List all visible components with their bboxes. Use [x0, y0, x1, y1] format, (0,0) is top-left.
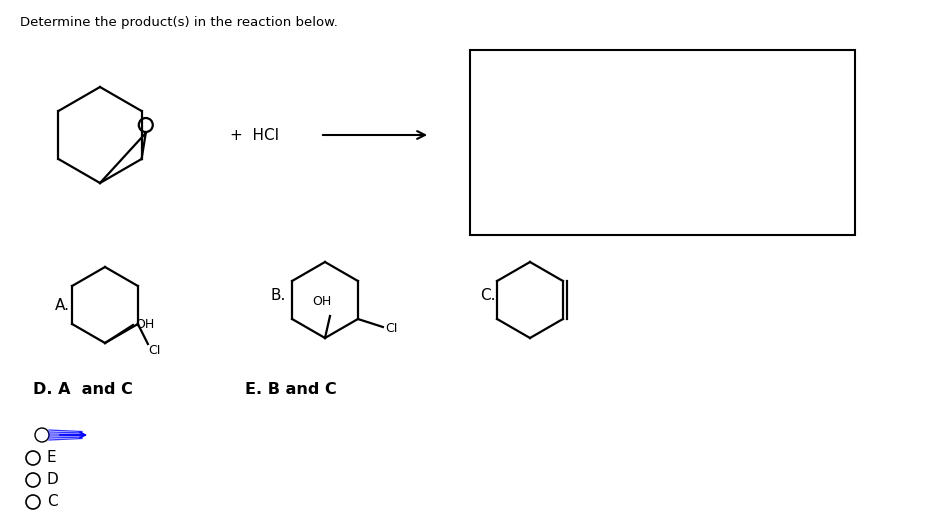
Text: E: E [47, 451, 56, 466]
Text: A.: A. [55, 297, 70, 312]
Text: OH: OH [135, 318, 154, 330]
Text: D. A  and C: D. A and C [33, 383, 133, 397]
Text: E. B and C: E. B and C [245, 383, 337, 397]
Text: C: C [47, 495, 58, 510]
Text: D: D [47, 472, 59, 487]
Text: CI: CI [148, 344, 160, 356]
Text: B.: B. [270, 287, 285, 303]
Text: CI: CI [385, 322, 397, 336]
Bar [470, 50, 855, 235]
Text: C.: C. [480, 287, 495, 303]
Text: +  HCI: + HCI [230, 128, 279, 143]
Text: Determine the product(s) in the reaction below.: Determine the product(s) in the reaction… [20, 16, 338, 29]
Text: OH: OH [313, 295, 331, 308]
